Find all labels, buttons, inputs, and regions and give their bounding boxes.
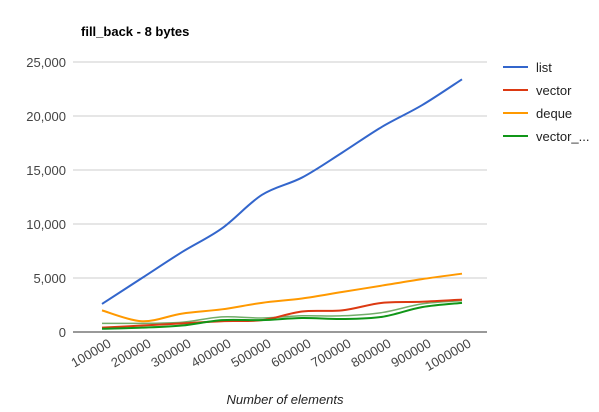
x-tick-label: 700000 [308,336,353,371]
legend-label: list [536,60,552,75]
series-line-vector [101,298,463,329]
y-tick-label: 15,000 [26,163,66,178]
y-axis-ticks: 0 5,000 10,000 15,000 20,000 25,000 [26,55,66,340]
legend-label: vector [536,83,572,98]
legend-label: vector_... [536,129,589,144]
x-tick-label: 400000 [188,336,233,371]
series-line-deque [101,272,463,323]
series-line-vector [101,301,463,330]
series-line-unlabeled [101,299,463,325]
x-tick-label: 600000 [268,336,313,371]
x-tick-label: 100000 [68,336,113,371]
y-tick-label: 5,000 [33,271,66,286]
legend: list vector deque vector_... [503,60,589,144]
x-tick-label: 1000000 [422,336,473,374]
y-tick-label: 25,000 [26,55,66,70]
y-tick-label: 20,000 [26,109,66,124]
x-tick-label: 500000 [228,336,273,371]
y-tick-label: 10,000 [26,217,66,232]
x-axis-label: Number of elements [226,392,344,407]
x-tick-label: 300000 [148,336,193,371]
chart-title: fill_back - 8 bytes [81,24,189,39]
y-tick-label: 0 [59,325,66,340]
x-tick-label: 200000 [108,336,153,371]
series-lines [101,78,463,330]
legend-label: deque [536,106,572,121]
x-axis-ticks: 1000002000003000004000005000006000007000… [68,336,473,374]
x-tick-label: 800000 [348,336,393,371]
series-line-list [101,78,463,305]
